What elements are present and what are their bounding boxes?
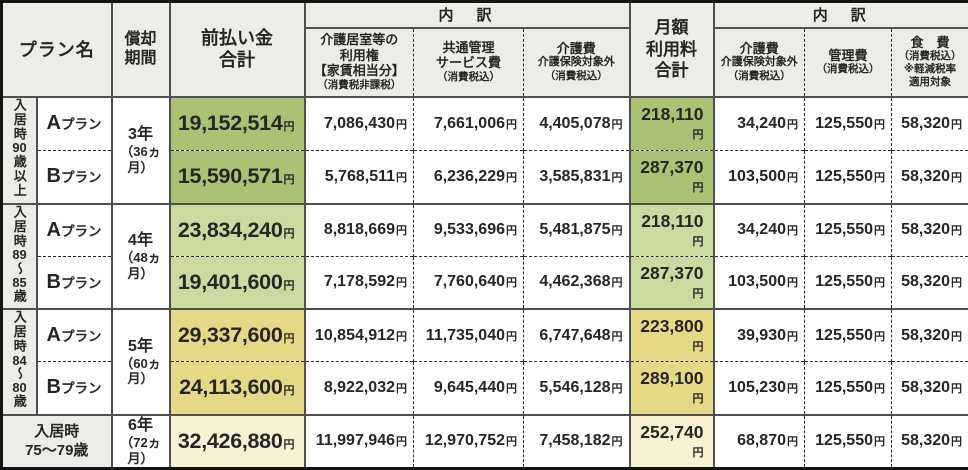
prepay-breakdown-value: 7,458,182円 — [524, 415, 630, 469]
column-title: 介護費 — [715, 41, 805, 57]
monthly-food-fee-header: 食 費 （消費税込） ※軽減税率 適用対象 — [892, 28, 968, 97]
age-group-label: 入居時90歳以上 — [2, 97, 37, 204]
amortization-period: 4年 （48ヵ月） — [112, 204, 170, 310]
monthly-breakdown-value: 68,870円 — [714, 415, 805, 469]
monthly-breakdown-value: 125,550円 — [805, 309, 892, 362]
monthly-breakdown-value: 125,550円 — [805, 97, 892, 151]
monthly-breakdown-value: 58,320円 — [892, 309, 968, 362]
column-tax-note: （消費税込） — [805, 63, 891, 76]
column-tax-note: （消費税込） ※軽減税率 適用対象 — [892, 50, 968, 89]
monthly-total-value: 287,370円 — [630, 256, 714, 309]
monthly-admin-fee-header: 管理費 （消費税込） — [805, 28, 892, 97]
plan-label: Aプラン — [37, 204, 112, 257]
prepay-breakdown-value: 8,922,032円 — [305, 362, 414, 415]
monthly-breakdown-value: 103,500円 — [714, 256, 805, 309]
monthly-breakdown-value: 125,550円 — [805, 415, 892, 469]
plan-label: Bプラン — [37, 362, 112, 415]
monthly-breakdown-value: 58,320円 — [892, 150, 968, 204]
monthly-total-value: 289,100円 — [630, 362, 714, 415]
prepay-breakdown-value: 7,661,006円 — [414, 97, 524, 151]
column-title: 食 費 — [892, 35, 968, 51]
plan-label: Aプラン — [37, 97, 112, 151]
prepay-breakdown-value: 7,760,640円 — [414, 256, 524, 309]
prepay-care-fee-header: 介護費 介護保険対象外 （消費税込） — [524, 28, 630, 97]
monthly-total-value: 252,740円 — [630, 415, 714, 469]
column-title: 管理費 — [805, 48, 891, 64]
amortization-period: 3年 （36ヵ月） — [112, 97, 170, 204]
amortization-header: 償却 期間 — [112, 2, 170, 97]
prepay-total-value: 29,337,600円 — [170, 309, 305, 362]
column-title: 共通管理 サービス費 — [414, 40, 523, 71]
prepay-total-header: 前払い金 合計 — [170, 2, 305, 97]
column-tax-note: （消費税非課税） — [306, 79, 414, 92]
plan-label: Aプラン — [37, 309, 112, 362]
prepay-breakdown-value: 5,768,511円 — [305, 150, 414, 204]
monthly-total-value: 218,110円 — [630, 204, 714, 257]
prepay-breakdown-value: 4,405,078円 — [524, 97, 630, 151]
prepay-breakdown-title: 内 訳 — [305, 2, 630, 28]
monthly-breakdown-value: 125,550円 — [805, 150, 892, 204]
column-subtitle: 介護保険対象外 — [524, 56, 629, 70]
monthly-total-value: 223,800円 — [630, 309, 714, 362]
monthly-breakdown-value: 125,550円 — [805, 204, 892, 257]
prepay-total-value: 23,834,240円 — [170, 204, 305, 257]
prepay-breakdown-value: 8,818,669円 — [305, 204, 414, 257]
age-group-label: 入居時89〜85歳 — [2, 204, 37, 310]
amortization-period: 6年 （72ヵ月） — [112, 415, 170, 469]
monthly-total-value: 218,110円 — [630, 97, 714, 151]
prepay-total-value: 19,152,514円 — [170, 97, 305, 151]
prepay-breakdown-value: 12,970,752円 — [414, 415, 524, 469]
monthly-breakdown-value: 34,240円 — [714, 204, 805, 257]
column-title: 介護費 — [524, 41, 629, 57]
prepay-breakdown-value: 10,854,912円 — [305, 309, 414, 362]
monthly-breakdown-value: 58,320円 — [892, 204, 968, 257]
monthly-breakdown-value: 58,320円 — [892, 97, 968, 151]
prepay-breakdown-value: 3,585,831円 — [524, 150, 630, 204]
prepay-breakdown-value: 7,178,592円 — [305, 256, 414, 309]
prepay-breakdown-value: 6,747,648円 — [524, 309, 630, 362]
prepay-breakdown-value: 9,645,440円 — [414, 362, 524, 415]
prepay-breakdown-value: 11,997,946円 — [305, 415, 414, 469]
monthly-breakdown-value: 34,240円 — [714, 97, 805, 151]
monthly-breakdown-value: 103,500円 — [714, 150, 805, 204]
monthly-total-header: 月額 利用料 合計 — [630, 2, 714, 97]
age-group-label: 入居時84〜80歳 — [2, 309, 37, 415]
prepay-total-value: 19,401,600円 — [170, 256, 305, 309]
monthly-breakdown-value: 125,550円 — [805, 362, 892, 415]
monthly-breakdown-value: 58,320円 — [892, 362, 968, 415]
monthly-breakdown-value: 58,320円 — [892, 415, 968, 469]
prepay-breakdown-value: 9,533,696円 — [414, 204, 524, 257]
prepay-breakdown-value: 7,086,430円 — [305, 97, 414, 151]
plan-name-header: プラン名 — [2, 2, 112, 97]
monthly-breakdown-value: 105,230円 — [714, 362, 805, 415]
prepay-total-value: 24,113,600円 — [170, 362, 305, 415]
monthly-care-fee-header: 介護費 介護保険対象外 （消費税込） — [714, 28, 805, 97]
monthly-breakdown-title: 内 訳 — [714, 2, 968, 28]
column-tax-note: （消費税込） — [715, 70, 805, 83]
pricing-table-page: プラン名 償却 期間 前払い金 合計 内 訳 月額 利用料 合計 内 訳 介護居… — [0, 0, 968, 443]
column-tax-note: （消費税込） — [414, 71, 523, 84]
monthly-breakdown-value: 125,550円 — [805, 256, 892, 309]
age-group-label: 入居時 75〜79歳 — [2, 415, 112, 469]
column-subtitle: 介護保険対象外 — [715, 56, 805, 70]
monthly-total-value: 287,370円 — [630, 150, 714, 204]
prepay-total-value: 32,426,880円 — [170, 415, 305, 469]
prepay-breakdown-value: 11,735,040円 — [414, 309, 524, 362]
amortization-period: 5年 （60ヵ月） — [112, 309, 170, 415]
plan-label: Bプラン — [37, 150, 112, 204]
prepay-breakdown-value: 5,546,128円 — [524, 362, 630, 415]
monthly-breakdown-value: 39,930円 — [714, 309, 805, 362]
prepay-total-value: 15,590,571円 — [170, 150, 305, 204]
column-title: 介護居室等の 利用権 【家賃相当分】 — [306, 32, 414, 79]
prepay-breakdown-value: 4,462,368円 — [524, 256, 630, 309]
prepay-breakdown-value: 6,236,229円 — [414, 150, 524, 204]
prepay-room-right-header: 介護居室等の 利用権 【家賃相当分】 （消費税非課税） — [305, 28, 414, 97]
column-tax-note: （消費税込） — [524, 70, 629, 83]
prepay-breakdown-value: 5,481,875円 — [524, 204, 630, 257]
plan-label: Bプラン — [37, 256, 112, 309]
monthly-breakdown-value: 58,320円 — [892, 256, 968, 309]
prepay-common-service-header: 共通管理 サービス費 （消費税込） — [414, 28, 524, 97]
